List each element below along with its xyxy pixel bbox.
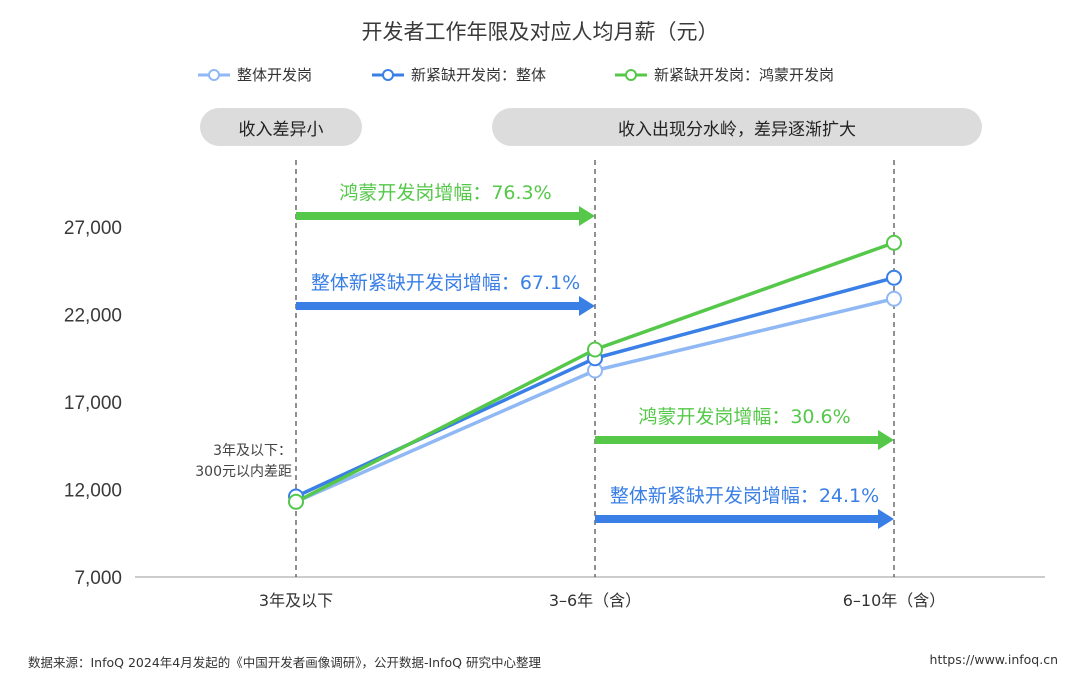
banner-divergence: 收入出现分水岭，差异逐渐扩大 [492,108,982,146]
legend-item-harmonyos: 新紧缺开发岗：鸿蒙开发岗 [614,64,834,85]
x-tick-label: 6–10年（含） [843,591,946,610]
legend-label: 新紧缺开发岗：整体 [411,66,547,84]
x-tick-label: 3年及以下 [259,591,333,610]
increase-annotation-label: 整体新紧缺开发岗增幅：24.1% [610,485,879,507]
series-line [295,297,895,504]
gap-note: 3年及以下： 300元以内差距 [150,441,292,483]
legend-marker-icon [198,68,230,81]
legend-marker-icon [615,68,647,81]
source-url-link[interactable]: https://www.infoq.cn [929,652,1058,667]
chart-title: 开发者工作年限及对应人均月薪（元） [361,20,719,44]
increase-annotation-label: 鸿蒙开发岗增幅：30.6% [638,406,850,428]
legend-label: 新紧缺开发岗：鸿蒙开发岗 [654,66,835,84]
y-tick-label: 17,000 [64,393,122,414]
legend-marker-icon [372,68,404,81]
y-tick-label: 12,000 [64,481,122,502]
y-tick-label: 7,000 [74,568,122,589]
increase-arrow-head [579,296,595,316]
x-tick-label: 3–6年（含） [549,591,641,610]
increase-arrow-head [878,509,894,529]
y-tick-label: 22,000 [64,306,122,327]
legend-item-new-scarce: 新紧缺开发岗：整体 [371,64,546,85]
increase-arrow-head [579,206,595,226]
increase-arrow-head [878,430,894,450]
gap-note-line-2: 300元以内差距 [195,464,292,480]
increase-annotation-label: 整体新紧缺开发岗增幅：67.1% [311,272,580,294]
increase-annotation-label: 鸿蒙开发岗增幅：76.3% [339,182,551,204]
data-point [886,290,902,307]
legend-label: 整体开发岗 [237,66,313,84]
data-point [886,234,902,251]
data-point [587,341,603,358]
gap-note-line-1: 3年及以下： [213,443,292,459]
data-point [288,493,304,510]
data-source-note: 数据来源：InfoQ 2024年4月发起的《中国开发者画像调研》，公开数据-In… [28,655,541,670]
data-point [886,269,902,286]
banner-small-difference: 收入差异小 [200,108,362,146]
chart-legend: 整体开发岗 新紧缺开发岗：整体 新紧缺开发岗：鸿蒙开发岗 [0,64,1080,92]
y-tick-label: 27,000 [64,218,122,239]
legend-item-overall: 整体开发岗 [197,64,312,85]
